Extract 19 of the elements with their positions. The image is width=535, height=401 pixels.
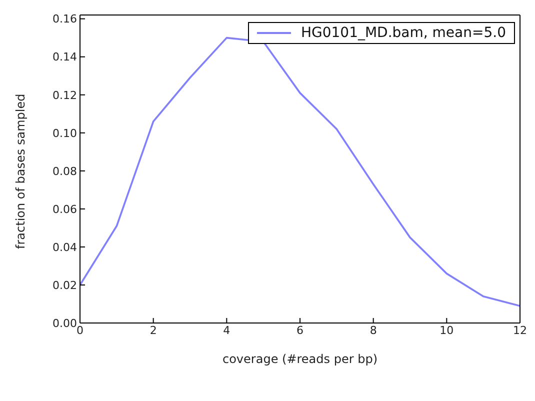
y-tick-label: 0.12 <box>52 88 77 102</box>
y-tick-label: 0.14 <box>52 50 77 64</box>
x-tick-label: 4 <box>223 324 230 337</box>
x-tick-label: 0 <box>76 324 84 337</box>
y-tick-label: 0.10 <box>52 126 77 140</box>
x-tick-label: 12 <box>513 324 527 337</box>
y-tick-label: 0.00 <box>52 316 77 330</box>
legend-label: HG0101_MD.bam, mean=5.0 <box>300 25 506 41</box>
y-tick-label: 0.08 <box>52 164 77 178</box>
x-axis-title: coverage (#reads per bp) <box>222 352 378 366</box>
x-tick-label: 6 <box>296 324 304 337</box>
y-tick-label: 0.02 <box>52 278 77 292</box>
x-tick-label: 8 <box>370 324 377 337</box>
y-tick-label: 0.06 <box>52 202 77 216</box>
x-tick-label: 10 <box>440 324 454 337</box>
x-tick-label: 2 <box>150 324 157 337</box>
y-tick-label: 0.04 <box>52 240 77 254</box>
y-axis-title: fraction of bases sampled <box>13 94 28 249</box>
y-tick-label: 0.16 <box>52 12 77 26</box>
